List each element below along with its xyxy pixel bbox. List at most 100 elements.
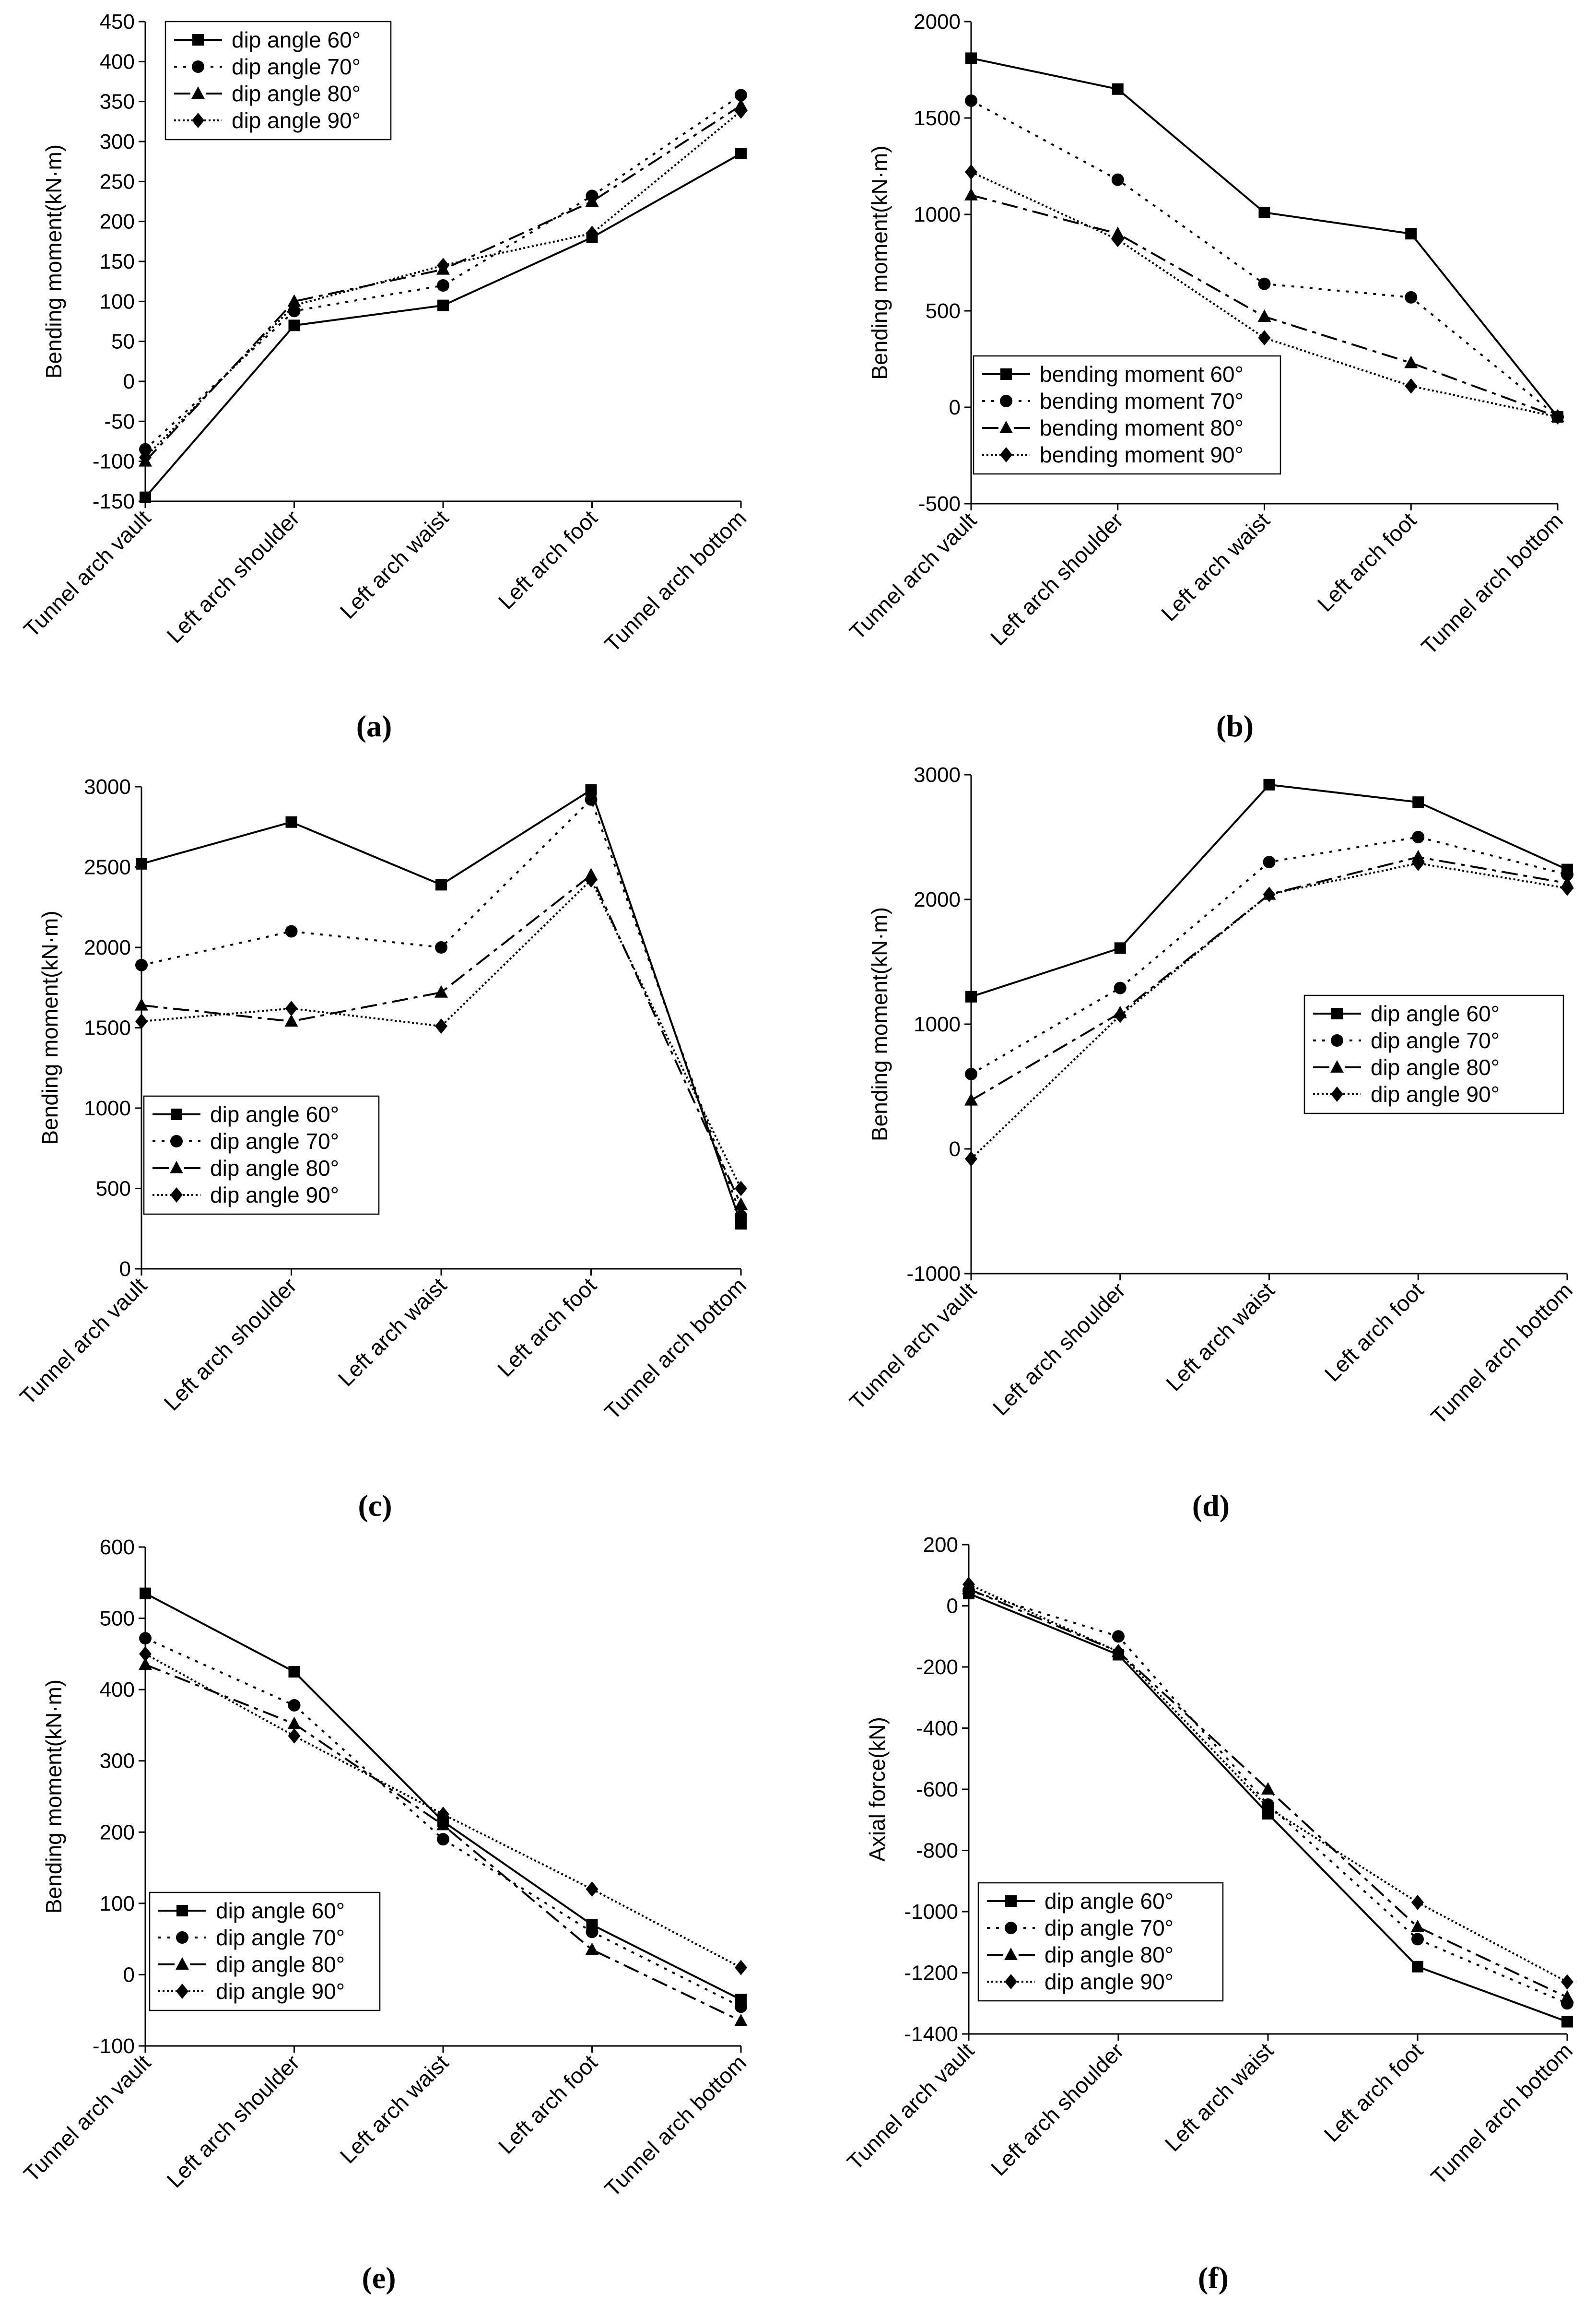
y-tick-label: 0 bbox=[949, 396, 961, 419]
legend-marker bbox=[170, 1135, 183, 1147]
y-axis-title: Bending moment(kN·m) bbox=[41, 144, 66, 378]
y-tick-label: 200 bbox=[923, 1533, 958, 1557]
data-point bbox=[1561, 1974, 1573, 1990]
data-point bbox=[1411, 1919, 1424, 1932]
data-point bbox=[285, 816, 297, 828]
panel-caption: (c) bbox=[358, 1489, 392, 1523]
legend-marker bbox=[1000, 368, 1012, 380]
panel-caption: (f) bbox=[1198, 2261, 1229, 2295]
legend-label: bending moment 60° bbox=[1040, 362, 1244, 387]
y-tick-label: 3000 bbox=[84, 775, 131, 799]
data-point bbox=[1412, 796, 1424, 808]
data-point bbox=[437, 1807, 449, 1822]
data-point bbox=[964, 1093, 978, 1106]
x-tick-label: Left arch waist bbox=[333, 1273, 452, 1391]
legend: dip angle 60°dip angle 70°dip angle 80°d… bbox=[143, 1095, 380, 1215]
legend-label: dip angle 60° bbox=[210, 1102, 339, 1127]
x-tick-label: Tunnel arch vault bbox=[19, 505, 155, 642]
data-point bbox=[586, 1881, 598, 1897]
legend-marker bbox=[170, 1187, 183, 1203]
data-point bbox=[734, 1197, 748, 1210]
x-tick-label: Left arch foot bbox=[1320, 1277, 1429, 1386]
data-point bbox=[585, 872, 598, 888]
data-point bbox=[735, 2000, 747, 2013]
legend-marker bbox=[192, 60, 204, 73]
y-tick-label: 0 bbox=[123, 370, 135, 393]
series-line bbox=[141, 798, 742, 1217]
y-tick-label: -1400 bbox=[904, 2022, 958, 2046]
y-tick-label: -50 bbox=[104, 410, 135, 433]
data-point bbox=[1114, 942, 1126, 954]
data-point bbox=[1412, 831, 1425, 843]
data-point bbox=[135, 958, 148, 971]
data-point bbox=[437, 258, 449, 273]
legend-marker bbox=[1331, 1008, 1343, 1019]
y-tick-label: 1500 bbox=[84, 1016, 131, 1040]
data-point bbox=[586, 1926, 598, 1938]
data-point bbox=[1405, 291, 1418, 304]
legend-marker bbox=[176, 1931, 188, 1944]
y-tick-label: 400 bbox=[100, 1678, 135, 1702]
legend-marker bbox=[1330, 1060, 1344, 1073]
legend-marker bbox=[176, 1984, 188, 1999]
data-point bbox=[287, 1716, 301, 1729]
data-point bbox=[136, 858, 147, 870]
legend-marker bbox=[1004, 1948, 1018, 1960]
legend-label: dip angle 80° bbox=[1371, 1055, 1500, 1080]
data-point bbox=[1551, 409, 1564, 425]
data-point bbox=[1263, 856, 1276, 868]
legend-box bbox=[973, 355, 1281, 475]
x-tick-label: Left arch foot bbox=[1313, 508, 1421, 616]
x-tick-label: Left arch waist bbox=[1161, 1277, 1279, 1396]
data-point bbox=[735, 89, 747, 102]
y-tick-label: 2000 bbox=[84, 936, 131, 959]
data-point bbox=[1405, 378, 1418, 394]
series-4 bbox=[135, 872, 747, 1196]
x-tick-label: Tunnel arch vault bbox=[845, 508, 981, 644]
y-tick-label: 0 bbox=[947, 1595, 958, 1618]
y-tick-label: 100 bbox=[100, 1892, 135, 1915]
legend-label: dip angle 70° bbox=[216, 1925, 345, 1950]
data-point bbox=[965, 94, 977, 107]
series-4 bbox=[965, 855, 1573, 1167]
y-axis-title: Axial force(kN) bbox=[865, 1717, 890, 1862]
y-tick-label: 2000 bbox=[914, 10, 961, 34]
data-point bbox=[965, 164, 977, 180]
data-point bbox=[1111, 232, 1124, 248]
legend-label: dip angle 80° bbox=[1044, 1942, 1174, 1967]
data-point bbox=[285, 1001, 298, 1016]
data-point bbox=[585, 194, 599, 207]
data-point bbox=[437, 279, 449, 292]
data-point bbox=[735, 103, 747, 119]
data-point bbox=[1258, 277, 1271, 290]
legend-label: dip angle 80° bbox=[210, 1156, 339, 1181]
panel-caption: (a) bbox=[356, 709, 392, 743]
legend-marker bbox=[999, 421, 1013, 433]
legend-marker bbox=[1005, 1895, 1017, 1907]
chart-e: -100 0 100 200 300 400 500 600 Tunnel arch vault… bbox=[19, 1536, 751, 2295]
x-tick-label: Tunnel arch vault bbox=[842, 2038, 979, 2174]
data-point bbox=[135, 998, 148, 1011]
y-axis-title: Bending moment(kN·m) bbox=[37, 910, 62, 1145]
y-tick-label: -400 bbox=[916, 1717, 958, 1740]
data-point bbox=[1114, 981, 1127, 994]
data-point bbox=[435, 1018, 447, 1034]
legend-marker bbox=[191, 86, 205, 99]
y-axis-title: Bending moment(kN·m) bbox=[41, 1679, 66, 1914]
series-4 bbox=[965, 164, 1564, 425]
data-point bbox=[139, 443, 152, 456]
y-tick-label: 0 bbox=[119, 1257, 131, 1281]
y-tick-label: 200 bbox=[100, 210, 135, 234]
legend-marker bbox=[176, 1957, 189, 1970]
data-point bbox=[1257, 309, 1271, 322]
panel-caption: (d) bbox=[1192, 1489, 1230, 1523]
data-point bbox=[734, 2014, 748, 2026]
data-point bbox=[284, 1014, 298, 1027]
x-tick-label: Left arch waist bbox=[335, 2050, 454, 2168]
y-tick-label: 600 bbox=[100, 1536, 135, 1559]
data-point bbox=[735, 1181, 747, 1196]
legend: dip angle 60°dip angle 70°dip angle 80°d… bbox=[164, 21, 392, 141]
legend-label: dip angle 90° bbox=[1044, 1969, 1174, 1994]
y-tick-label: 0 bbox=[123, 1963, 135, 1986]
